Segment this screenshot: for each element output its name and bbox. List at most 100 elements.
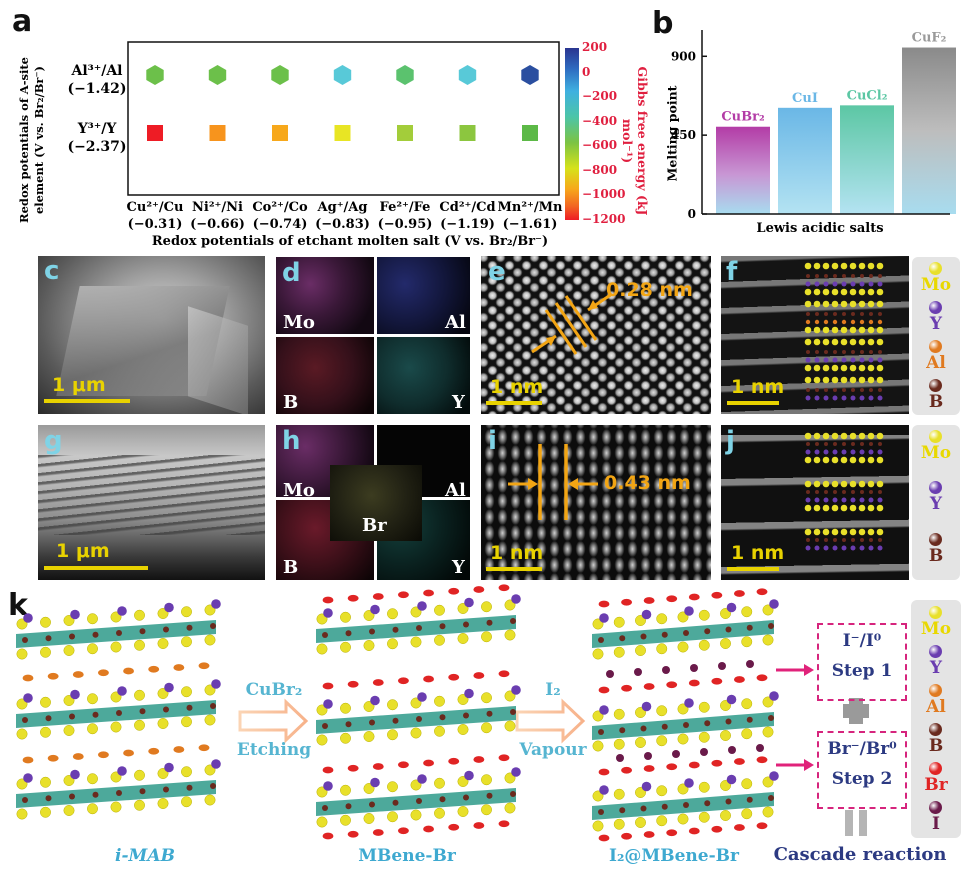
atom-Mo xyxy=(635,707,646,718)
atom-B xyxy=(878,312,882,316)
atom-Mo xyxy=(858,326,866,334)
atom-Mo xyxy=(813,528,821,536)
atom-Y xyxy=(323,608,333,618)
atom-Mo xyxy=(867,364,875,372)
column-label-value-4: (−0.95) xyxy=(377,217,433,232)
atom-Mo xyxy=(677,611,689,623)
atom-Mo xyxy=(592,820,604,832)
atom-Br xyxy=(643,683,655,690)
step1-box: I⁻/I⁰ Step 1 xyxy=(817,623,907,701)
colorbar-tick-1: 0 xyxy=(582,64,591,79)
atom-Y xyxy=(823,545,829,551)
atom-Al xyxy=(859,319,865,325)
atom-Mo xyxy=(40,696,51,708)
atom-B xyxy=(824,442,828,446)
atom-B xyxy=(869,312,873,316)
atom-B xyxy=(22,637,28,643)
column-label-2: Co²⁺/Co (−0.74) xyxy=(246,199,314,233)
atom-Mo xyxy=(840,480,848,488)
atom-B xyxy=(92,791,99,798)
atom-Br xyxy=(473,822,485,829)
atom-Mo xyxy=(504,690,516,702)
atom-Mo xyxy=(387,608,398,620)
hexagon-marker-0 xyxy=(146,65,164,85)
atom-Mo xyxy=(813,300,821,308)
atom-Y xyxy=(841,395,847,401)
atom-B xyxy=(833,388,837,392)
atom-Mo xyxy=(110,691,122,703)
atom-Mo xyxy=(316,816,328,828)
atom-B xyxy=(163,706,169,713)
atom-Mo xyxy=(481,774,492,786)
atom-B xyxy=(725,626,732,633)
atom-Mo xyxy=(804,364,812,372)
atom-Al xyxy=(47,672,59,680)
legend-dot-I xyxy=(929,801,942,814)
atom-Mo xyxy=(481,804,492,816)
equals-bar-2 xyxy=(859,810,867,836)
atom-B xyxy=(416,625,422,631)
atom-Br xyxy=(397,591,409,599)
atom-B xyxy=(619,807,626,814)
column-label-name-0: Cu²⁺/Cu xyxy=(126,200,184,215)
arrow-vapour xyxy=(515,698,586,744)
atom-B xyxy=(598,637,604,643)
atom-Mo xyxy=(434,634,445,646)
scale-bar-e xyxy=(486,401,542,405)
atom-Mo xyxy=(813,432,821,440)
atom-Mo xyxy=(110,801,122,813)
atom-Br xyxy=(711,759,723,767)
atom-B xyxy=(851,350,855,354)
bar-label-3: CuF₂ xyxy=(912,31,947,46)
atom-Y xyxy=(599,785,609,795)
atom-Br xyxy=(397,761,409,769)
atom-Mo xyxy=(481,722,492,734)
atom-Al xyxy=(22,674,34,682)
atom-B xyxy=(683,802,689,808)
atom-Mo xyxy=(876,432,884,440)
panel-a-plot xyxy=(127,41,579,220)
panel-label-a: a xyxy=(12,4,33,39)
atom-Mo xyxy=(677,783,689,795)
atom-B xyxy=(851,442,855,446)
atom-B xyxy=(815,388,819,392)
atom-Mo xyxy=(858,480,866,488)
atom-B xyxy=(851,538,855,542)
scale-bar-j xyxy=(727,567,779,571)
atom-Mo xyxy=(804,262,812,270)
colorbar-tick-3: −400 xyxy=(582,113,618,128)
scale-bar-e-text: 1 nm xyxy=(490,376,544,398)
atom-Mo xyxy=(635,615,646,626)
atom-Mo xyxy=(858,300,866,308)
hexagon-marker-1 xyxy=(208,65,227,85)
atom-Br xyxy=(756,822,768,830)
atom-Al xyxy=(148,665,160,673)
atom-I xyxy=(662,666,670,674)
atom-B xyxy=(768,715,774,721)
atom-Y xyxy=(70,609,80,620)
atom-B xyxy=(842,442,846,446)
atom-Y xyxy=(599,613,609,623)
atom-Mo xyxy=(720,638,731,649)
atom-Mo xyxy=(867,326,875,334)
atom-Al xyxy=(823,319,829,325)
atom-Y xyxy=(814,497,820,503)
atom-Mo xyxy=(157,718,169,729)
atom-Mo xyxy=(822,528,830,536)
atom-B xyxy=(851,274,855,278)
atom-Mo xyxy=(656,705,668,717)
atom-B xyxy=(878,350,882,354)
atom-Br xyxy=(448,757,460,765)
atom-Mo xyxy=(87,643,98,655)
atom-Mo xyxy=(613,788,625,800)
legend-dot-Y xyxy=(929,301,942,314)
atom-B xyxy=(860,350,864,354)
atom-Mo xyxy=(762,634,774,646)
row-label-y-name: Y³⁺/Y xyxy=(77,121,117,137)
atom-Y xyxy=(684,778,694,788)
atom-Mo xyxy=(656,815,668,827)
atom-Mo xyxy=(849,456,857,464)
column-label-4: Fe²⁺/Fe (−0.95) xyxy=(371,199,439,233)
atom-Y xyxy=(164,682,174,693)
